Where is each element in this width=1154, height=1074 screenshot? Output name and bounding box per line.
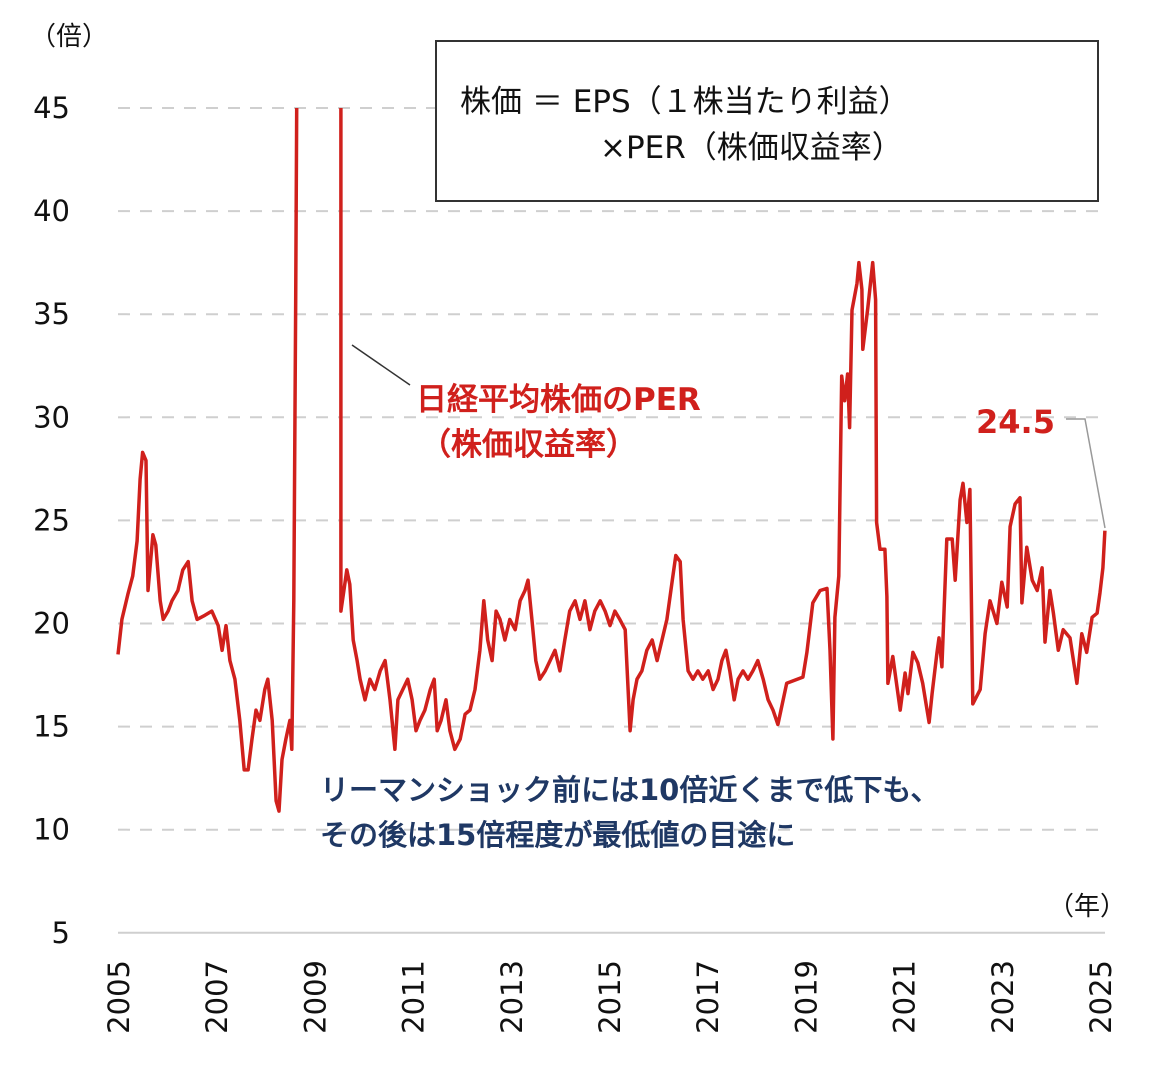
y-tick-label: 10 [33,813,70,847]
y-tick-label: 25 [33,503,70,537]
series-label-leader [351,344,411,386]
x-tick-label: 2005 [102,960,136,1034]
x-tick-label: 2017 [691,960,725,1034]
x-tick-label: 2015 [593,960,627,1034]
per-series-line [339,108,1107,752]
formula-line-2: ×PER（株価収益率） [600,130,903,166]
y-tick-label: 40 [33,194,70,228]
y-tick-label: 15 [33,710,70,744]
x-tick-label: 2023 [986,960,1020,1034]
x-axis-ticks: 2005 2007 2009 2011 2013 2015 2017 2019 2021 2023… [102,960,1118,1034]
x-tick-label: 2009 [298,960,332,1034]
series-label-line-1: 日経平均株価のPER [416,382,701,418]
x-tick-label: 2011 [397,960,431,1034]
x-tick-label: 2013 [495,960,529,1034]
x-axis-unit: （年） [1048,892,1126,922]
y-tick-label: 5 [52,916,70,950]
formula-box [435,40,1099,202]
series-line-group [116,107,1107,813]
y-tick-label: 35 [33,297,70,331]
note-line-2: その後は15倍程度が最低値の目途に [320,818,795,852]
series-label-line-2: （株価収益率） [420,427,637,463]
formula-line-1: 株価 ＝ EPS（１株当たり利益） [460,84,910,120]
note-line-1: リーマンショック前には10倍近くまで低下も、 [320,773,940,807]
y-tick-label: 45 [33,91,70,125]
x-tick-label: 2007 [200,960,234,1034]
y-axis-unit: （倍） [30,22,108,52]
y-tick-label: 20 [33,607,70,641]
gridlines [118,107,1105,934]
latest-value-leader [1066,418,1106,529]
y-tick-label: 30 [33,400,70,434]
x-tick-label: 2025 [1084,960,1118,1034]
latest-value-label: 24.5 [976,403,1055,441]
per-series-line [116,107,299,813]
x-tick-label: 2021 [888,960,922,1034]
x-tick-label: 2019 [789,960,823,1034]
y-axis-ticks: 5 10 15 20 25 30 35 40 45 [33,91,70,950]
